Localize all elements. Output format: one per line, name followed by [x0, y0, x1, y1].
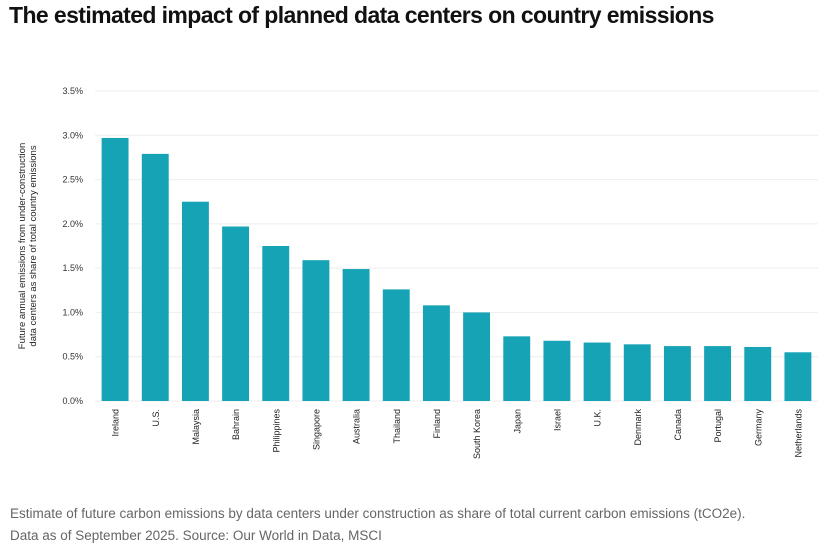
bar-canada [663, 346, 691, 401]
y-tick-label: 1.0% [62, 307, 83, 317]
bar-thailand [382, 289, 410, 401]
x-tick-label: Philippines [271, 409, 281, 453]
bars [101, 137, 812, 401]
x-tick-label: Bahrain [231, 409, 241, 440]
bar-netherlands [784, 352, 812, 401]
x-tick-label: Israel [552, 409, 562, 431]
bar-u-k [583, 342, 611, 401]
caption-description: Estimate of future carbon emissions by d… [10, 506, 746, 521]
y-tick-label: 2.5% [62, 175, 83, 185]
bar-singapore [302, 260, 330, 401]
bar-chart: 0.0% 0.5% 1.0% 1.5% 2.0% 2.5% 3.0% 3.5% Ireland… [62, 86, 818, 460]
y-axis-label: Future annual emissions from under-const… [8, 90, 48, 402]
x-tick-label: Ireland [111, 409, 121, 437]
y-tick-label: 3.0% [62, 130, 83, 140]
x-axis-ticks: Ireland U.S. Malaysia Bahrain Philippines Sin… [111, 409, 804, 460]
x-tick-label: Malaysia [191, 409, 201, 445]
y-tick-label: 0.5% [62, 352, 83, 362]
bar-bahrain [222, 226, 250, 401]
gridlines [95, 90, 818, 402]
bar-philippines [262, 246, 290, 401]
x-tick-label: Germany [753, 409, 763, 447]
y-tick-label: 2.0% [62, 219, 83, 229]
bar-ireland [101, 137, 129, 401]
x-tick-label: Australia [352, 409, 362, 444]
chart-title: The estimated impact of planned data cen… [9, 2, 714, 28]
x-tick-label: Canada [673, 409, 683, 441]
y-axis-label-line-2: data centers as share of total country e… [28, 145, 39, 347]
bar-denmark [623, 344, 651, 401]
x-tick-label: Singapore [311, 409, 321, 450]
x-tick-label: Portugal [713, 409, 723, 443]
x-tick-label: U.S. [151, 409, 161, 427]
y-axis-ticks: 0.0% 0.5% 1.0% 1.5% 2.0% 2.5% 3.0% 3.5% [62, 86, 83, 406]
x-tick-label: Thailand [392, 409, 402, 444]
x-tick-label: South Korea [472, 409, 482, 459]
x-tick-label: U.K. [593, 409, 603, 427]
x-tick-label: Netherlands [793, 409, 803, 458]
chart-caption: Estimate of future carbon emissions by d… [10, 503, 745, 547]
bar-south-korea [463, 312, 491, 401]
x-tick-label: Japan [512, 409, 522, 434]
bar-portugal [704, 346, 732, 401]
y-axis-label-line-1: Future annual emissions from under-const… [17, 142, 28, 350]
bar-israel [543, 340, 571, 401]
bar-u-s [141, 153, 169, 401]
bar-japan [503, 336, 531, 401]
bar-australia [342, 269, 370, 401]
x-tick-label: Denmark [633, 409, 643, 446]
x-tick-label: Finland [432, 409, 442, 439]
bar-finland [422, 305, 450, 401]
y-tick-label: 0.0% [62, 396, 83, 406]
y-tick-label: 1.5% [62, 263, 83, 273]
caption-source: Data as of September 2025. Source: Our W… [10, 528, 382, 543]
bar-malaysia [181, 201, 209, 401]
y-tick-label: 3.5% [62, 86, 83, 96]
bar-germany [744, 346, 772, 401]
